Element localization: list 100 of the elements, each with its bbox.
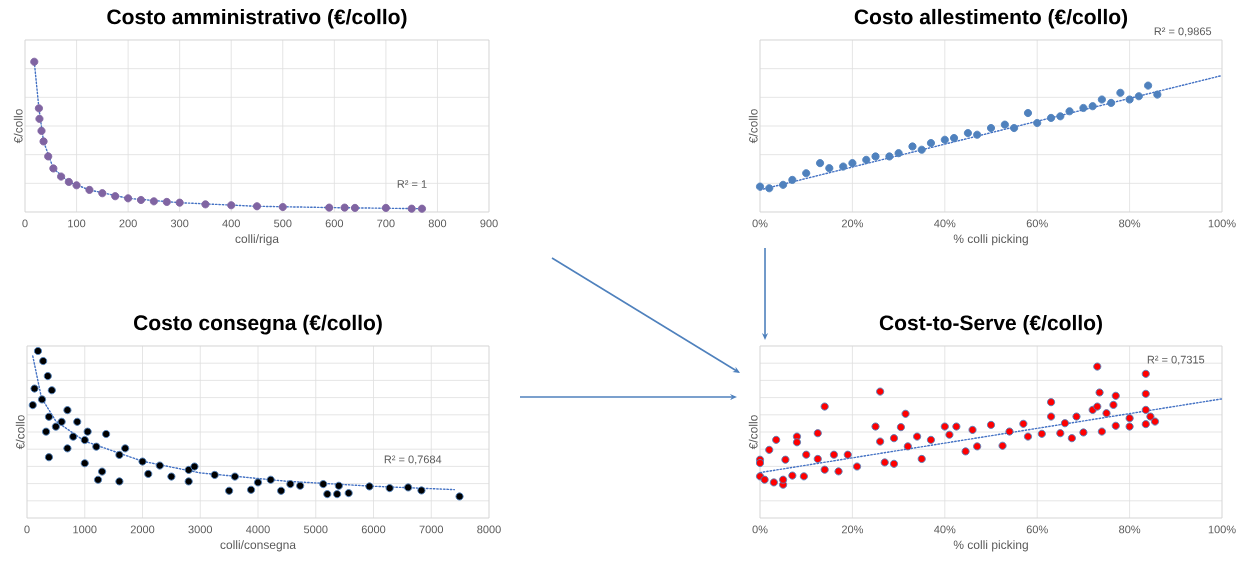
point <box>1116 88 1125 97</box>
point <box>35 114 44 123</box>
point <box>908 142 917 151</box>
point <box>1088 102 1097 111</box>
point <box>37 395 47 404</box>
point <box>44 412 53 421</box>
point <box>80 435 89 445</box>
x-axis-title: colli/riga <box>235 234 279 246</box>
point <box>350 203 359 212</box>
x-tick-label: 600 <box>325 219 344 228</box>
x-tick-label: 0% <box>752 219 768 228</box>
point <box>871 152 880 161</box>
point <box>201 200 210 209</box>
y-axis-title: €/collo <box>748 109 758 144</box>
point <box>1097 95 1106 104</box>
point <box>839 162 848 171</box>
chart-title: Costo consegna (€/collo) <box>134 314 382 335</box>
point <box>455 492 464 501</box>
point <box>115 450 124 459</box>
point <box>1065 107 1074 116</box>
y-axis-title: €/collo <box>748 415 758 450</box>
chart-title: Costo amministrativo (€/collo) <box>107 8 407 29</box>
point <box>51 422 60 431</box>
point <box>862 155 871 164</box>
point <box>266 475 275 484</box>
chart-title: Costo allestimento (€/collo) <box>854 8 1128 29</box>
point <box>963 129 972 138</box>
point <box>1023 108 1033 118</box>
point <box>184 465 193 474</box>
point <box>286 480 295 489</box>
point <box>973 130 982 139</box>
point <box>167 472 176 481</box>
point <box>80 459 89 468</box>
annotation: R² = 1 <box>397 180 427 188</box>
y-axis-title: €/collo <box>15 415 25 450</box>
point <box>210 470 219 479</box>
point <box>278 202 287 212</box>
text: R² = 0,9865 <box>1154 27 1212 37</box>
point <box>73 417 82 426</box>
point <box>34 104 43 113</box>
point <box>1079 103 1088 113</box>
x-tick-label: 0 <box>22 219 28 228</box>
point <box>1125 95 1134 104</box>
text: R² = 0,7315 <box>1147 355 1205 365</box>
point <box>986 124 996 133</box>
point <box>225 486 234 495</box>
x-tick-label: 200 <box>119 219 137 228</box>
point <box>162 197 171 206</box>
point <box>325 203 334 212</box>
point <box>28 401 37 410</box>
point <box>404 483 413 492</box>
point <box>72 181 81 190</box>
point <box>333 490 342 499</box>
x-tick-label: 300 <box>170 219 189 228</box>
point <box>37 126 46 135</box>
point <box>825 164 834 173</box>
point <box>277 486 286 495</box>
point <box>788 175 797 184</box>
point <box>69 432 78 441</box>
point <box>344 489 353 498</box>
point <box>85 185 94 194</box>
x-tick-label: 0 <box>24 525 30 534</box>
point <box>49 164 58 173</box>
x-tick-label: 20% <box>841 219 864 228</box>
x-tick-label: 500 <box>274 219 292 228</box>
point <box>1134 92 1143 101</box>
point <box>57 172 66 181</box>
chart-title: Cost-to-Serve (€/collo) <box>879 314 1102 335</box>
point <box>42 427 51 436</box>
point <box>98 189 107 198</box>
point <box>417 204 427 213</box>
point <box>323 490 332 499</box>
x-tick-label: 3000 <box>188 525 213 534</box>
x-axis-title: % colli picking <box>953 540 1028 552</box>
point <box>940 135 949 144</box>
point <box>92 442 101 451</box>
point <box>149 197 158 206</box>
y-axis-title: €/collo <box>13 109 23 144</box>
point <box>230 472 239 481</box>
point <box>253 478 263 487</box>
x-tick-label: 100 <box>68 219 86 228</box>
annotation: R² = 0,7684 <box>384 455 442 465</box>
point <box>1153 90 1162 99</box>
x-tick-label: 60% <box>1026 219 1048 228</box>
point <box>779 180 788 189</box>
point <box>385 484 394 493</box>
x-tick-label: 2000 <box>130 525 155 534</box>
x-tick-label: 1000 <box>73 525 97 534</box>
point <box>417 486 426 495</box>
point <box>175 198 184 207</box>
x-tick-label: 8000 <box>477 525 501 534</box>
x-tick-label: 4000 <box>246 525 270 534</box>
x-tick-label: 800 <box>428 219 447 228</box>
point <box>802 169 811 178</box>
point <box>247 485 256 494</box>
x-axis-title: % colli picking <box>953 234 1028 246</box>
x-tick-label: 60% <box>1026 525 1048 534</box>
point <box>765 184 774 193</box>
point <box>63 444 72 453</box>
x-tick-label: 100% <box>1208 219 1236 228</box>
